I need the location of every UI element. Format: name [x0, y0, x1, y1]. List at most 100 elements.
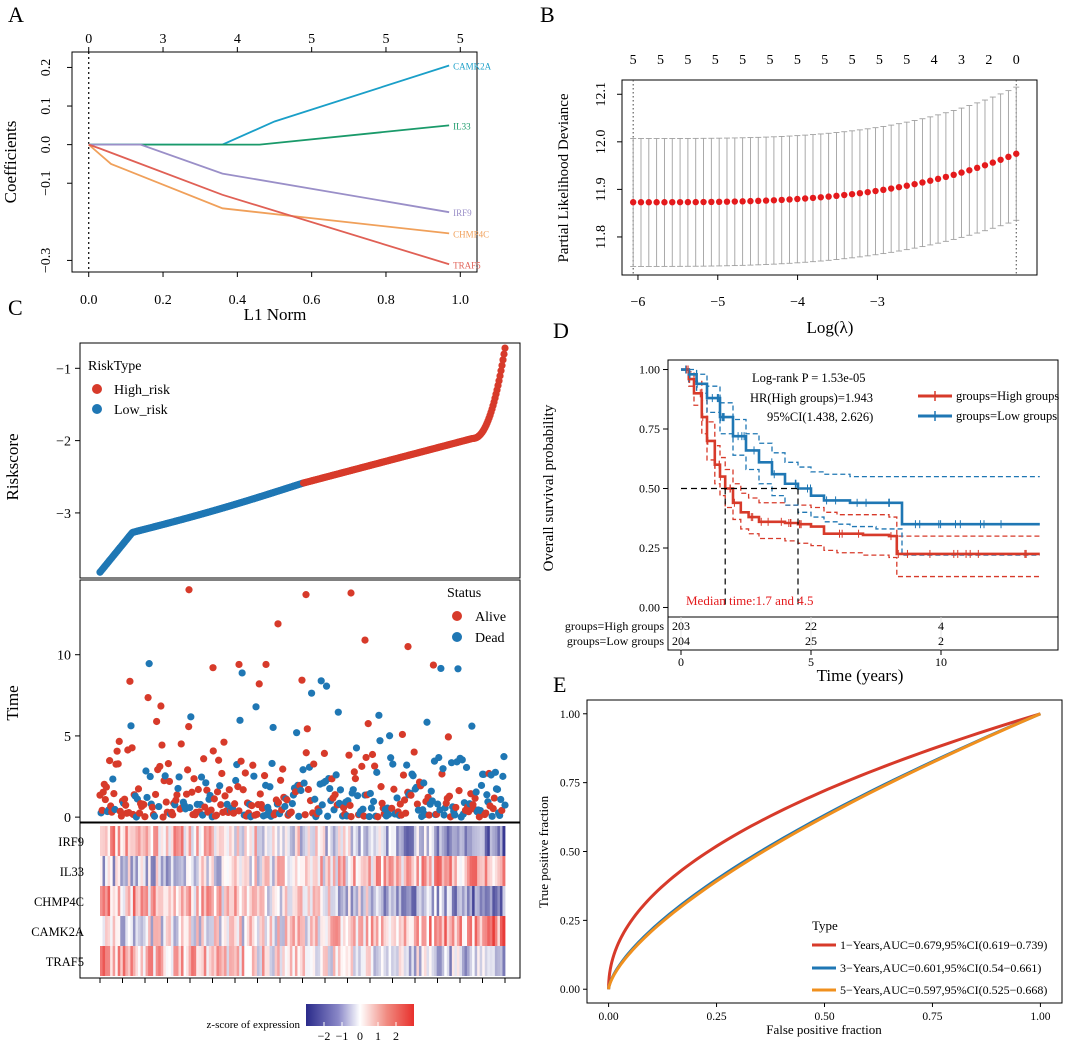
b-x-ticks: −6 −5 −4 −3	[631, 275, 885, 310]
heatmap-cell	[249, 946, 253, 976]
heatmap-cell	[251, 886, 255, 916]
heatmap-cell	[292, 886, 296, 916]
heatmap-cell	[474, 916, 478, 946]
time-point	[362, 753, 370, 762]
heatmap-cell	[434, 946, 438, 976]
heatmap-cell	[429, 916, 432, 946]
time-point	[361, 636, 369, 644]
heatmap-cell	[413, 946, 417, 976]
heatmap-cell	[484, 886, 488, 916]
km-y-axis-title: Overall survival probability	[541, 404, 557, 571]
heatmap-cell	[102, 826, 106, 856]
heatmap-cell	[213, 886, 217, 916]
a-top-tick-label: 5	[308, 32, 315, 47]
heatmap-cell	[208, 856, 212, 886]
heatmap-cell	[193, 826, 197, 856]
heatmap-cell	[340, 946, 344, 976]
heatmap-cell	[213, 826, 217, 856]
panel-letter-c: C	[8, 295, 23, 320]
heatmap-cell	[396, 916, 400, 946]
heatmap-cell	[127, 886, 131, 916]
b-deviance-point	[1013, 150, 1020, 157]
heatmap-cell	[110, 826, 114, 856]
time-point	[352, 744, 361, 752]
heatmap-cell	[482, 886, 486, 916]
b-top-tick-label: 5	[794, 53, 801, 68]
heatmap-cell	[145, 916, 149, 946]
time-point	[303, 725, 311, 733]
heatmap-cell	[317, 916, 321, 946]
time-point	[350, 768, 358, 776]
b-deviance-point	[973, 164, 981, 172]
risk-score-frame	[79, 342, 521, 579]
time-point	[480, 770, 488, 778]
b-deviance-point	[794, 195, 801, 203]
heatmap-cell	[441, 946, 445, 976]
time-point	[403, 761, 411, 769]
time-point	[347, 812, 355, 821]
heatmap-cell	[370, 886, 374, 916]
heatmap-cell	[406, 826, 410, 856]
heatmap-cell	[208, 946, 212, 976]
heatmap-cell	[396, 856, 400, 886]
heatmap-cell	[502, 856, 506, 886]
heatmap-cell	[191, 856, 195, 886]
heatmap-cell	[282, 856, 286, 886]
heatmap-cell	[140, 946, 144, 976]
heatmap-cell	[479, 946, 483, 976]
heatmap-cell	[178, 946, 182, 976]
heatmap-cell	[264, 886, 268, 916]
heatmap-cell	[302, 886, 306, 916]
time-point	[299, 766, 307, 774]
km-x-ticks: 051015	[678, 650, 947, 669]
heatmap-cell	[211, 946, 215, 976]
heatmap-cell	[380, 856, 384, 886]
time-point	[358, 762, 366, 770]
heatmap-cell	[325, 826, 329, 856]
heatmap-cell	[322, 886, 326, 916]
heatmap-cell	[251, 826, 255, 856]
heatmap-cell	[441, 886, 445, 916]
heatmap-cell	[429, 946, 432, 976]
legend-low-risk-marker	[92, 404, 102, 414]
km-censor-marks	[685, 365, 1027, 558]
time-point	[368, 750, 377, 759]
heatmap-cell	[487, 826, 491, 856]
heatmap-cell	[459, 946, 463, 976]
heatmap-cell	[332, 946, 336, 976]
heatmap-cell	[418, 946, 422, 976]
heatmap-cell	[383, 886, 387, 916]
time-point	[472, 788, 480, 796]
heatmap-cell	[284, 946, 288, 976]
heatmap-cell	[436, 916, 440, 946]
heatmap-cell	[388, 916, 392, 946]
time-y-tick-label: 5	[64, 730, 71, 745]
heatmap-frame	[79, 822, 521, 979]
colorbar-tick-label: −1	[336, 1029, 349, 1043]
heatmap-cell	[148, 916, 152, 946]
heatmap-cell	[469, 946, 473, 976]
b-deviance-point	[723, 198, 731, 205]
heatmap-cell	[269, 886, 273, 916]
time-point	[375, 711, 383, 719]
heatmap-cell	[132, 886, 136, 916]
heatmap-cell	[226, 886, 230, 916]
time-point	[471, 794, 479, 802]
time-point	[324, 812, 332, 820]
time-point	[281, 802, 289, 811]
time-point	[326, 784, 334, 793]
heatmap-cell	[360, 916, 364, 946]
heatmap-cell	[216, 946, 220, 976]
panel-letter-e: E	[553, 672, 566, 697]
time-point	[155, 802, 163, 811]
heatmap-cell	[398, 856, 402, 886]
time-point	[253, 810, 261, 818]
heatmap-cell	[125, 916, 129, 946]
time-point	[210, 795, 218, 803]
heatmap-cell	[426, 856, 430, 886]
heatmap-cell	[456, 916, 460, 946]
heatmap-cell	[256, 946, 260, 976]
heatmap-cell	[229, 826, 233, 856]
heatmap-cell	[251, 916, 255, 946]
km-y-ticks: 0.00 0.25 0.50 0.75 1.00	[639, 363, 668, 614]
